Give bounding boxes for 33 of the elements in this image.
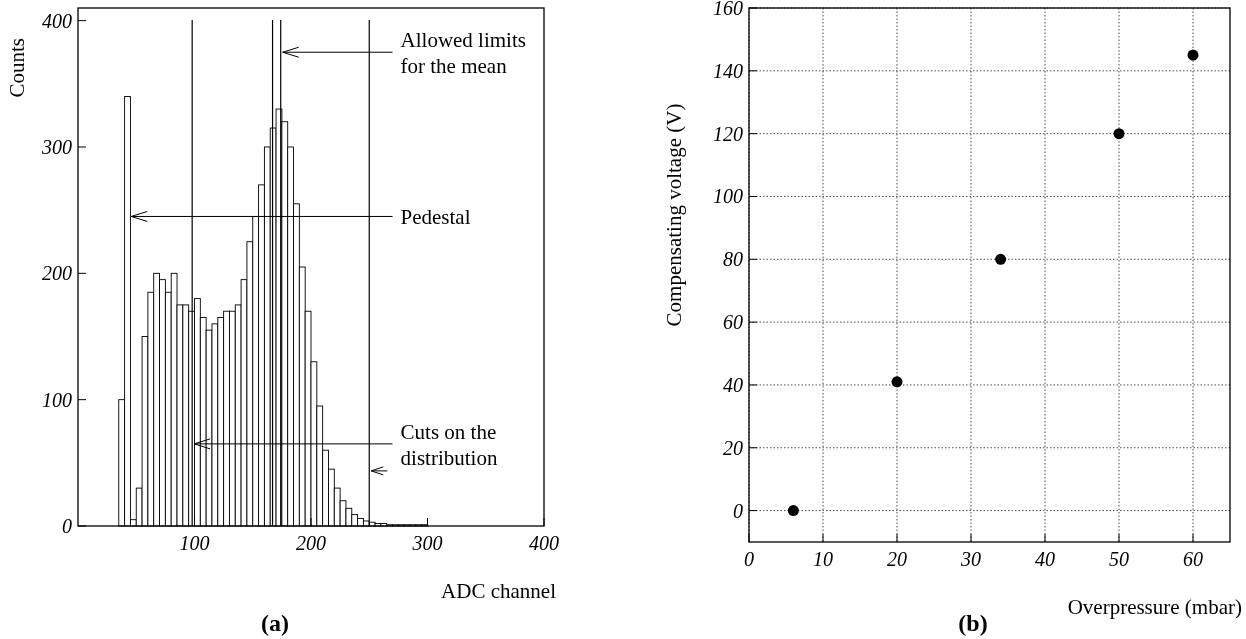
y-tick-label: 40 xyxy=(723,373,743,396)
y-tick-label: 0 xyxy=(733,499,743,522)
y-axis-title: Compensating voltage (V) xyxy=(662,103,686,327)
annotation: Pedestal xyxy=(400,205,471,230)
x-tick-label: 100 xyxy=(179,532,210,554)
x-tick-label: 60 xyxy=(1183,548,1203,570)
x-tick-label: 50 xyxy=(1109,548,1129,570)
text: (b) xyxy=(958,610,988,636)
x-tick-label: 300 xyxy=(411,532,443,554)
y-axis-title: Counts xyxy=(5,38,29,98)
y-tick-label: 400 xyxy=(42,9,72,32)
text: (a) xyxy=(261,610,289,636)
x-tick-label: 40 xyxy=(1035,548,1055,570)
y-tick-label: 120 xyxy=(713,122,743,145)
x-tick-label: 200 xyxy=(296,532,326,554)
x-axis-title: Overpressure (mbar) xyxy=(1067,595,1242,619)
y-tick-label: 60 xyxy=(723,311,743,334)
x-tick-label: 400 xyxy=(529,532,559,554)
x-tick-label: 20 xyxy=(887,548,907,570)
x-tick-label: 10 xyxy=(813,548,833,570)
x-axis-title: ADC channel xyxy=(441,579,557,603)
y-tick-label: 300 xyxy=(41,135,72,158)
y-tick-label: 100 xyxy=(42,388,72,411)
y-tick-label: 0 xyxy=(62,515,72,537)
y-tick-label: 140 xyxy=(713,59,743,82)
y-tick-label: 80 xyxy=(723,248,743,271)
y-tick-label: 100 xyxy=(713,185,743,208)
y-tick-label: 160 xyxy=(713,0,743,19)
x-tick-label: 30 xyxy=(960,548,981,570)
y-tick-label: 20 xyxy=(723,436,743,459)
y-tick-label: 200 xyxy=(42,262,72,285)
annotation: Allowed limits for the mean xyxy=(400,28,526,79)
annotation: Cuts on the distribution xyxy=(400,419,498,470)
